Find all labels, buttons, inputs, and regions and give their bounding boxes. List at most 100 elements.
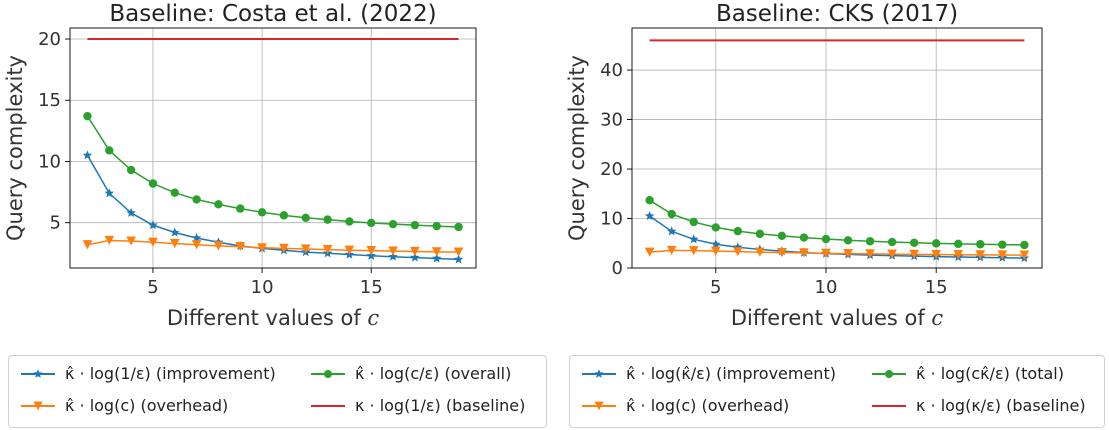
x-tick-label: 5 [147, 277, 158, 298]
data-point-s0-0 [644, 211, 655, 221]
data-point-s1-2 [126, 236, 136, 246]
data-point-s0-4 [170, 227, 180, 237]
data-point-s2-12 [909, 238, 919, 247]
data-point-s2-4 [733, 226, 743, 236]
data-point-s0-3 [148, 220, 158, 230]
data-point-s1-1 [666, 245, 677, 256]
data-point-s1-15 [410, 246, 420, 257]
data-point-s1-3 [710, 246, 721, 256]
data-point-s1-15 [975, 250, 986, 260]
legend-swatch-marker [594, 368, 604, 378]
y-axis-label-left: Query complexity [3, 55, 27, 241]
chart-panel-right: 5 10 15 0 10 20 30 40 Baseline: CKS (2017) Differ… [565, 1, 1043, 330]
series-line-2 [86, 115, 459, 228]
y-axis-label-right: Query complexity [565, 55, 589, 241]
data-point-s2-15 [976, 240, 985, 249]
legend-label-left-overhead: κ̂ · log(c) (overhead) [65, 396, 229, 415]
legend-label-right-baseline: κ · log(κ/ε) (baseline) [916, 396, 1086, 415]
data-point-s2-13 [367, 218, 376, 228]
data-point-s2-7 [799, 233, 809, 242]
data-point-s2-14 [954, 239, 963, 249]
data-point-s1-14 [953, 250, 964, 260]
data-point-s1-6 [213, 241, 224, 251]
data-point-s0-2 [688, 234, 699, 244]
data-point-s1-12 [909, 249, 919, 259]
data-point-s1-9 [279, 243, 289, 254]
data-point-s1-9 [843, 249, 853, 259]
data-point-s1-4 [733, 247, 743, 257]
data-point-s2-15 [410, 220, 420, 230]
data-point-s0-3 [711, 239, 721, 249]
data-point-s1-12 [344, 245, 355, 255]
data-point-s1-3 [148, 237, 158, 247]
data-point-s1-8 [257, 243, 267, 253]
data-point-s2-8 [821, 234, 831, 244]
data-point-s1-2 [688, 246, 699, 256]
data-point-s1-4 [169, 238, 180, 249]
data-point-s2-7 [236, 204, 245, 213]
figure-canvas: 5 10 15 5 10 15 20 Baseline: Costa et al. (2022… [3, 1, 1043, 330]
data-point-s1-5 [191, 240, 202, 250]
data-point-s1-0 [82, 240, 93, 250]
data-point-s1-7 [235, 241, 246, 252]
data-point-s1-17 [453, 247, 464, 257]
series-line-1 [649, 249, 1025, 256]
legend-swatch-marker [885, 369, 893, 378]
legend-swatch-right-2 [582, 401, 616, 410]
data-point-s2-17 [454, 222, 463, 232]
data-point-s1-0 [644, 247, 655, 257]
y-tick-label: 40 [600, 60, 623, 81]
data-point-s0-1 [104, 188, 115, 198]
legend-label-right-overhead: κ̂ · log(c) (overhead) [626, 396, 790, 415]
y-tick-label: 10 [38, 151, 61, 172]
legend-entry-left-3: κ · log(1/ε) (baseline) [311, 396, 525, 415]
data-point-s2-13 [931, 239, 941, 248]
data-point-s1-6 [777, 248, 787, 258]
legend-label-left-overall: κ̂ · log(c/ε) (overall) [355, 364, 512, 383]
legend-entry-left-1: κ̂ · log(c/ε) (overall) [311, 364, 511, 383]
y-tick-label: 20 [600, 159, 623, 180]
legend-swatch-right-1 [872, 369, 906, 378]
data-point-s2-11 [887, 237, 897, 247]
legend-left: κ̂ · log(1/ε) (improvement) κ̂ · log(c/ε… [8, 355, 547, 428]
data-point-s1-10 [300, 244, 311, 254]
data-point-s0-2 [126, 207, 136, 217]
legend-entry-right-2: κ̂ · log(c) (overhead) [582, 396, 789, 415]
legend-label-left-baseline: κ · log(1/ε) (baseline) [355, 396, 526, 415]
data-point-s2-17 [1020, 240, 1029, 250]
data-point-s2-9 [279, 211, 289, 220]
data-point-s2-6 [777, 231, 787, 241]
data-point-s1-16 [997, 250, 1008, 260]
chart-title-left: Baseline: Costa et al. (2022) [109, 1, 436, 27]
legend-entry-right-1: κ̂ · log(cκ̂/ε) (total) [872, 364, 1064, 383]
y-tick-label: 20 [38, 29, 61, 50]
data-point-s1-5 [755, 247, 765, 257]
data-point-s2-11 [323, 215, 332, 224]
legend-swatch-marker [594, 401, 604, 410]
data-point-s0-5 [191, 233, 202, 243]
plot-frame [631, 27, 1043, 269]
x-tick-label: 10 [251, 277, 274, 298]
data-point-s1-17 [1019, 250, 1030, 260]
legend-entry-left-0: κ̂ · log(1/ε) (improvement) [21, 364, 276, 383]
legend-swatch-left-2 [21, 401, 55, 410]
data-point-s1-13 [366, 246, 377, 256]
series-line-1 [87, 239, 459, 253]
x-tick-label: 15 [925, 277, 948, 298]
legend-entry-right-3: κ · log(κ/ε) (baseline) [872, 396, 1086, 415]
data-point-s2-6 [214, 200, 223, 209]
legend-label-left-improvement: κ̂ · log(1/ε) (improvement) [65, 364, 276, 383]
data-point-s0-4 [733, 242, 743, 252]
data-point-s0-14 [388, 251, 398, 261]
data-point-s2-0 [83, 111, 92, 121]
x-axis-label-right: Different values of c [731, 306, 944, 330]
data-point-s0-13 [366, 250, 376, 260]
chart-panel-left: 5 10 15 5 10 15 20 Baseline: Costa et al. (2022… [3, 1, 477, 330]
data-point-s2-10 [301, 213, 310, 222]
legend-entry-left-2: κ̂ · log(c) (overhead) [21, 396, 228, 415]
data-point-s2-14 [388, 219, 398, 229]
data-point-s2-5 [755, 229, 765, 239]
data-point-s2-2 [689, 217, 698, 227]
data-point-s1-8 [821, 248, 831, 259]
data-point-s2-4 [170, 188, 179, 197]
